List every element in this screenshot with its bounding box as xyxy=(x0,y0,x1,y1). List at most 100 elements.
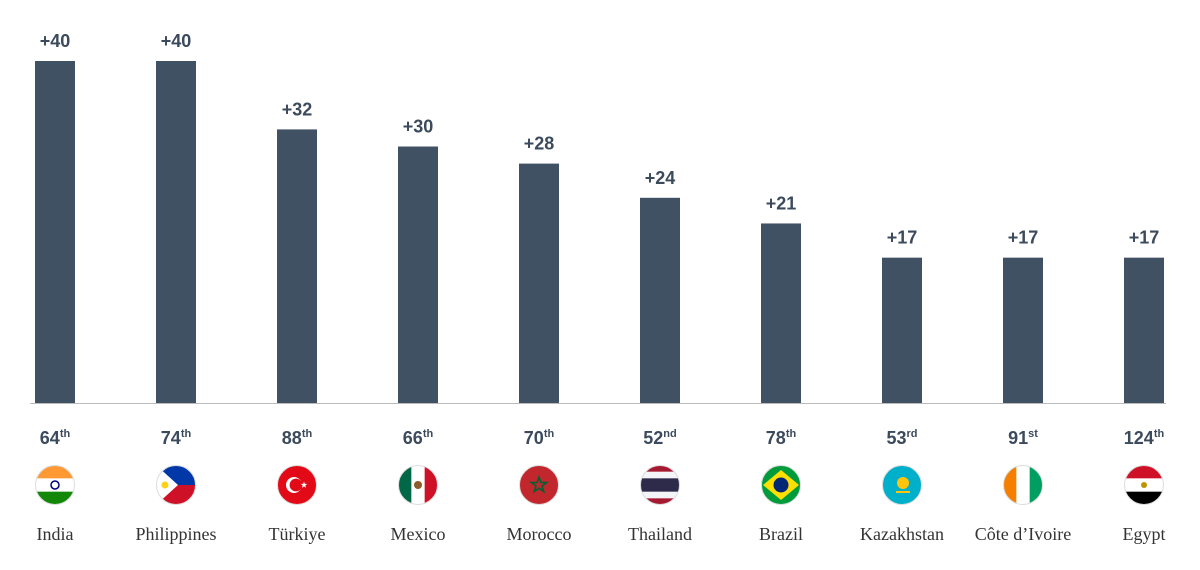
value-label: +21 xyxy=(766,193,797,213)
rank-label: 53rd xyxy=(886,428,917,448)
rank-suffix: th xyxy=(181,428,192,440)
flag-border xyxy=(1003,465,1043,505)
rank-suffix: th xyxy=(1154,428,1165,440)
flag xyxy=(519,465,559,505)
rank-label: 91st xyxy=(1008,428,1038,448)
flag-star xyxy=(529,474,549,494)
flag-globe xyxy=(773,477,789,493)
flag-stripe xyxy=(1029,465,1043,505)
rank-number: 74 xyxy=(161,428,181,448)
value-label: +24 xyxy=(645,168,676,188)
flag-stripe xyxy=(640,465,680,473)
value-label: +30 xyxy=(403,117,434,137)
bar xyxy=(761,223,801,403)
flag xyxy=(761,465,801,505)
flag-border xyxy=(519,465,559,505)
rank-label: 74th xyxy=(161,428,192,448)
flag-stripe xyxy=(640,498,680,505)
bar xyxy=(1124,257,1164,403)
rank-label: 52nd xyxy=(643,428,676,448)
category-label: Mexico xyxy=(391,524,446,544)
rank-label: 64th xyxy=(40,428,71,448)
flag xyxy=(35,465,75,505)
category-label: Türkiye xyxy=(269,524,326,544)
rank-number: 52 xyxy=(643,428,663,448)
flag xyxy=(398,465,438,505)
rank-number: 88 xyxy=(282,428,302,448)
flag-star xyxy=(300,481,308,488)
flag-stripe xyxy=(1124,491,1164,505)
flag-stripe xyxy=(1124,465,1164,479)
value-label: +17 xyxy=(887,228,918,248)
category-label: Thailand xyxy=(628,524,692,544)
rank-label: 70th xyxy=(524,428,555,448)
flag xyxy=(156,465,196,505)
rank-number: 70 xyxy=(524,428,544,448)
rank-number: 91 xyxy=(1008,428,1028,448)
rank-suffix: th xyxy=(302,428,313,440)
category-label: Kazakhstan xyxy=(860,524,944,544)
value-label: +40 xyxy=(161,31,192,51)
flag-stripe xyxy=(640,485,680,493)
rank-number: 53 xyxy=(886,428,906,448)
flag-stripe xyxy=(519,465,559,505)
bar xyxy=(640,197,680,403)
flag-stripe xyxy=(35,491,75,505)
rank-number: 64 xyxy=(40,428,60,448)
flag-stripe xyxy=(398,465,412,505)
flag-stripe xyxy=(640,491,680,499)
rank-label: 66th xyxy=(403,428,434,448)
rank-suffix: th xyxy=(60,428,71,440)
bar xyxy=(398,146,438,403)
flag-border xyxy=(640,465,680,505)
flag-stripe xyxy=(640,478,680,486)
flag-stripe xyxy=(35,465,75,479)
flag-sun xyxy=(161,481,169,489)
flag-emblem xyxy=(414,481,422,489)
flag-eagle xyxy=(1141,482,1147,488)
flag xyxy=(1124,465,1164,505)
value-label: +17 xyxy=(1129,228,1160,248)
flag-border xyxy=(882,465,922,505)
flag xyxy=(1003,465,1043,505)
flag xyxy=(882,465,922,505)
category-label: Philippines xyxy=(135,524,216,544)
rank-number: 124 xyxy=(1124,428,1154,448)
flag xyxy=(277,465,317,505)
rank-suffix: st xyxy=(1028,428,1038,440)
flag-crescent-cut xyxy=(289,478,303,492)
rank-label: 88th xyxy=(282,428,313,448)
rank-suffix: nd xyxy=(663,428,676,440)
flag-border xyxy=(761,465,801,505)
bar xyxy=(882,257,922,403)
rank-label: 124th xyxy=(1124,428,1165,448)
flag-border xyxy=(35,465,75,505)
flag-border xyxy=(1124,465,1164,505)
flag-border xyxy=(156,465,196,505)
flag-stripe xyxy=(35,478,75,493)
category-label: Brazil xyxy=(759,524,803,544)
value-label: +40 xyxy=(40,31,71,51)
category-label: Côte d’Ivoire xyxy=(975,524,1071,544)
bar xyxy=(277,129,317,403)
rank-number: 78 xyxy=(766,428,786,448)
bar xyxy=(35,61,75,403)
value-label: +32 xyxy=(282,99,313,119)
bar xyxy=(1003,257,1043,403)
category-label: Egypt xyxy=(1123,524,1166,544)
value-label: +17 xyxy=(1008,228,1039,248)
flag-stripe xyxy=(640,471,680,479)
category-label: Morocco xyxy=(507,524,572,544)
flag-stripe xyxy=(424,465,438,505)
rank-suffix: th xyxy=(786,428,797,440)
rank-label: 78th xyxy=(766,428,797,448)
rank-suffix: th xyxy=(544,428,555,440)
flag-sun xyxy=(897,477,909,489)
rank-suffix: rd xyxy=(907,428,918,440)
bar xyxy=(156,61,196,403)
rank-number: 66 xyxy=(403,428,423,448)
flag-border xyxy=(277,465,317,505)
flag-stripe xyxy=(1016,465,1031,505)
category-label: India xyxy=(37,524,74,544)
